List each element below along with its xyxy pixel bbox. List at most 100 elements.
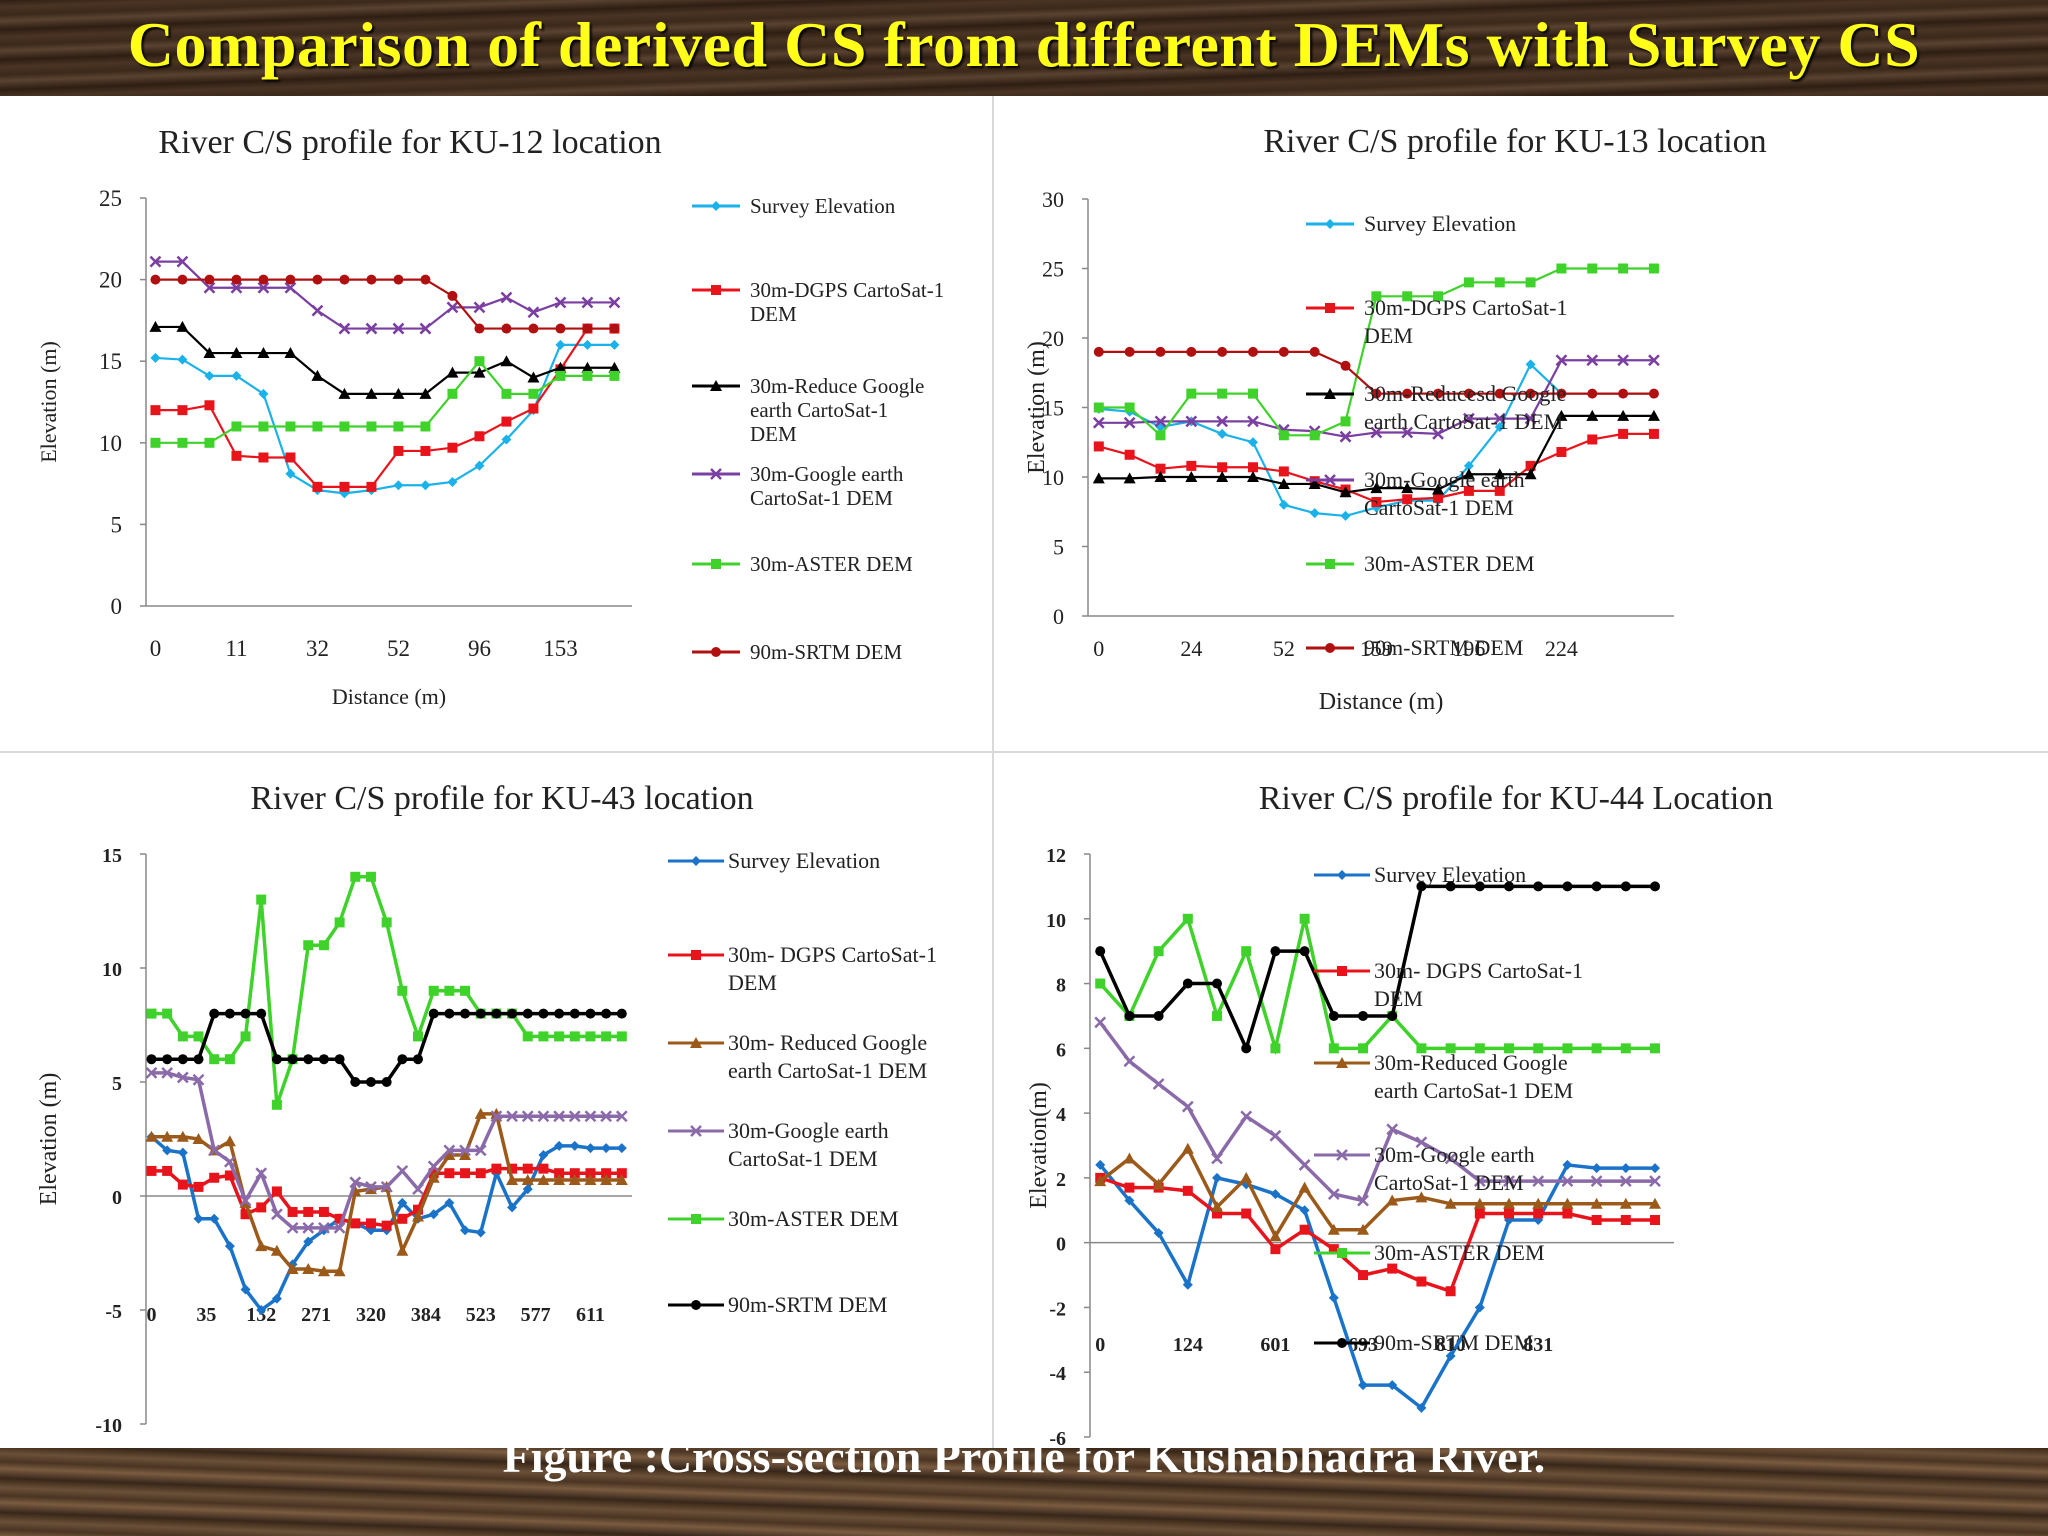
series-30m-google-earth-cartosat-1-dem (1094, 1016, 1661, 1207)
legend-marker (1325, 303, 1335, 313)
data-point (257, 347, 270, 359)
data-point (287, 1054, 298, 1065)
data-point (1463, 388, 1474, 399)
data-point (339, 421, 350, 432)
data-point (1241, 1043, 1252, 1054)
data-point (581, 361, 594, 373)
data-point (582, 323, 593, 334)
data-point (1591, 1043, 1602, 1054)
data-point (230, 347, 243, 359)
data-point (1299, 1224, 1310, 1235)
data-point (365, 1180, 377, 1193)
chart-title: River C/S profile for KU-12 location (158, 124, 661, 161)
legend-marker (711, 647, 721, 657)
data-point (177, 354, 188, 365)
data-point (1591, 1163, 1602, 1174)
data-point (1562, 1043, 1573, 1054)
data-point (1247, 471, 1260, 482)
y-tick-label: 0 (1053, 604, 1064, 629)
data-point (1617, 354, 1629, 367)
data-point (204, 274, 215, 285)
legend-marker (1325, 559, 1335, 569)
data-point (1524, 412, 1537, 425)
series-30m-aster-dem (150, 356, 620, 448)
data-point (146, 1008, 157, 1019)
data-point (350, 1218, 361, 1229)
data-point (1327, 1223, 1340, 1235)
data-point (177, 1031, 188, 1042)
data-point (420, 480, 431, 491)
data-point (491, 1163, 502, 1174)
series-90m-srtm-dem (1093, 346, 1659, 399)
data-point (555, 323, 566, 334)
data-point (1416, 1043, 1427, 1054)
data-point (581, 296, 594, 309)
data-point (224, 1170, 235, 1181)
data-point (616, 1008, 627, 1019)
data-point (284, 347, 297, 359)
chart-ku-12: River C/S profile for KU-12 location 0 5 10… (36, 124, 944, 709)
data-point (1463, 277, 1474, 288)
data-point (240, 1008, 251, 1019)
data-point (1474, 1208, 1485, 1219)
data-point (569, 1140, 580, 1151)
data-point (231, 370, 242, 381)
y-axis-label: Elevation (m) (36, 341, 61, 463)
data-point (1617, 409, 1630, 421)
data-point (1445, 1351, 1456, 1362)
y-tick-label: 6 (1056, 1039, 1066, 1061)
data-point (491, 1008, 502, 1019)
chart-ku-44: River C/S profile for KU-44 Location -6 -4… (1026, 780, 1773, 1448)
series-30m-aster-dem (1093, 263, 1659, 441)
data-point (193, 1181, 204, 1192)
data-point (1433, 291, 1444, 302)
data-point (1650, 1214, 1661, 1225)
data-point (474, 460, 485, 471)
data-point (584, 1174, 597, 1186)
series-line (155, 325, 615, 395)
legend-label: 90m-SRTM DEM (1364, 635, 1523, 660)
data-point (474, 323, 485, 334)
data-point (1340, 416, 1351, 427)
data-point (1186, 460, 1197, 471)
y-axis-label: Elevation(m) (1026, 1082, 1052, 1209)
y-axis-label: Elevation (m) (1024, 341, 1050, 474)
data-point (1371, 497, 1382, 508)
data-point (318, 940, 329, 951)
data-point (446, 301, 459, 314)
data-point (1248, 437, 1259, 448)
data-point (1093, 441, 1104, 452)
data-point (1649, 1175, 1661, 1188)
data-point (568, 1174, 581, 1186)
legend: Survey Elevation 30m-DGPS CartoSat-1 DEM 30… (1306, 211, 1568, 660)
data-point (1445, 881, 1456, 892)
data-point (334, 917, 345, 928)
data-point (1155, 346, 1166, 357)
data-point (538, 1008, 549, 1019)
data-point (161, 1130, 174, 1142)
data-point (447, 388, 458, 399)
data-point (177, 1147, 188, 1158)
data-point (1648, 388, 1659, 399)
data-point (1494, 277, 1505, 288)
legend-marker (711, 201, 721, 211)
data-point (569, 1031, 580, 1042)
data-point (600, 1174, 613, 1186)
data-point (365, 871, 376, 882)
data-point (393, 445, 404, 456)
data-point (447, 442, 458, 453)
data-point (145, 1130, 158, 1142)
data-point (239, 1194, 252, 1207)
data-point (150, 274, 161, 285)
data-point (553, 1110, 565, 1123)
y-tick-label: 15 (99, 349, 122, 374)
data-point (1370, 482, 1383, 494)
data-point (444, 1008, 455, 1019)
data-point (1620, 1214, 1631, 1225)
data-point (585, 1031, 596, 1042)
data-point (231, 450, 242, 461)
data-point (1270, 1189, 1281, 1200)
data-point (1248, 388, 1259, 399)
data-point (537, 1110, 550, 1123)
x-tick-label: 577 (521, 1304, 551, 1326)
